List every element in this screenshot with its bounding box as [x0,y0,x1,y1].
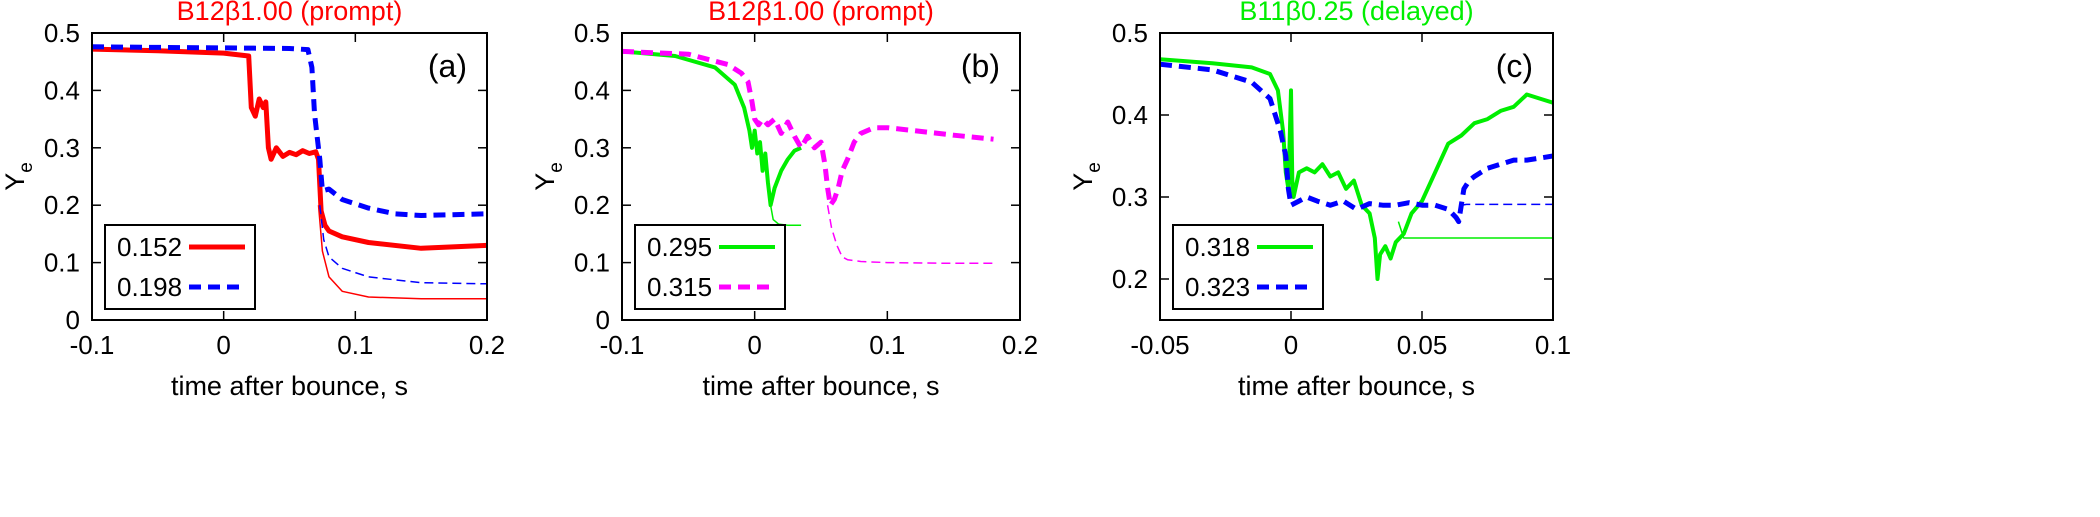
chart-title: B11β0.25 (delayed) [1239,0,1473,26]
y-tick-label: 0.4 [44,75,80,105]
series-line-0.152 [92,46,487,251]
x-tick-label: 0 [216,330,230,360]
x-tick-label: -0.05 [1130,330,1189,360]
y-tick-label: 0.2 [44,190,80,220]
legend-box [104,224,256,310]
x-tick-label: 0.2 [1002,330,1038,360]
x-tick-label: 0.05 [1397,330,1448,360]
chart-title: B12β1.00 (prompt) [708,0,934,26]
x-axis-label: time after bounce, s [1238,371,1475,401]
legend-label-0.152: 0.152 [117,232,182,262]
y-axis-label: Ye [0,162,37,191]
legend-label-0.318: 0.318 [1185,232,1250,262]
y-tick-label: 0 [596,305,610,335]
legend: 0.318 0.323 [1172,224,1324,310]
legend-box [634,224,786,310]
x-tick-label: 0.1 [337,330,373,360]
series-line-thin-1 [1397,221,1553,239]
y-tick-label: 0.1 [574,248,610,278]
legend-label-0.198: 0.198 [117,272,182,302]
series-line-0.315 [622,48,994,208]
series-line-thin-3 [1461,203,1553,206]
legend-label-0.315: 0.315 [647,272,712,302]
series-line-0.198 [92,44,487,218]
series-line-0.323 [1160,61,1553,225]
series-group [92,44,487,300]
y-tick-label: 0.2 [1112,264,1148,294]
x-tick-label: 0 [747,330,761,360]
y-tick-label: 0.4 [574,75,610,105]
x-tick-label: -0.1 [600,330,645,360]
y-tick-label: 0.3 [1112,182,1148,212]
chart-panel-3: B11β0.25 (delayed) -0.05 0 0.05 0.1 0.2 0.3 0.4… [1068,0,1571,401]
x-axis-label: time after bounce, s [171,371,408,401]
y-axis-label: Ye [1068,162,1105,191]
y-tick-label: 0.5 [574,18,610,48]
y-tick-label: 0.3 [44,133,80,163]
plot-frame [621,32,1021,321]
plot-frame [91,32,488,321]
legend: 0.152 0.198 [104,224,256,310]
y-tick-label: 0.4 [1112,100,1148,130]
y-tick-label: 0.5 [44,18,80,48]
panel-label: (b) [961,48,1000,84]
series-line-thin-1 [769,205,802,227]
series-line-0.295 [622,49,802,208]
y-axis-label: Ye [530,162,567,191]
series-line-thin-3 [319,205,487,285]
y-tick-label: 0.1 [44,248,80,278]
chart-title: B12β1.00 (prompt) [177,0,403,26]
series-group [1160,57,1553,281]
x-axis-label: time after bounce, s [702,371,939,401]
panel-label: (c) [1496,48,1533,84]
legend-box [1172,224,1324,310]
legend-label-0.323: 0.323 [1185,272,1250,302]
chart-panel-2: B12β1.00 (prompt)-0.1 0 0.1 0.200.10.20.30.… [530,0,1038,401]
x-tick-label: 0 [1284,330,1298,360]
panel-label: (a) [428,48,467,84]
x-tick-label: 0.1 [1535,330,1571,360]
legend: 0.295 0.315 [634,224,786,310]
chart-panel-1: B12β1.00 (prompt)-0.1 0 0.1 0.200.10.20.30.… [0,0,505,401]
y-tick-label: 0.3 [574,133,610,163]
y-tick-label: 0 [66,305,80,335]
series-line-thin-3 [826,205,994,264]
x-tick-label: -0.1 [70,330,115,360]
series-line-0.318 [1160,57,1553,281]
y-tick-label: 0.2 [574,190,610,220]
x-tick-label: 0.2 [469,330,505,360]
x-tick-label: 0.1 [869,330,905,360]
y-tick-label: 0.5 [1112,18,1148,48]
legend-label-0.295: 0.295 [647,232,712,262]
plot-frame [1159,32,1554,321]
series-line-thin-1 [317,205,487,300]
